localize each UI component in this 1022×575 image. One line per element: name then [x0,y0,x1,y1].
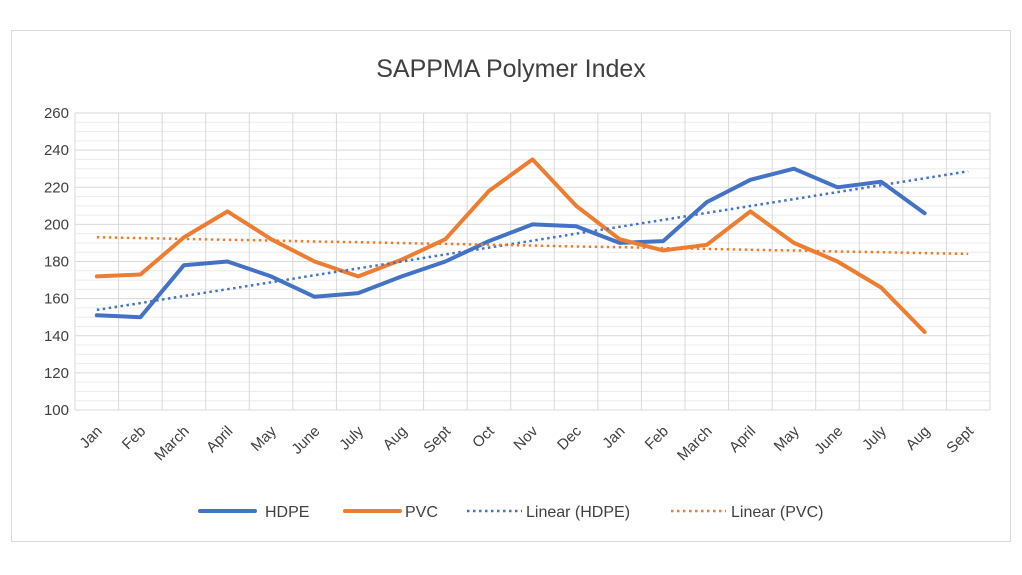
x-tick-label: Jan [599,423,628,452]
y-tick-label: 160 [44,291,69,308]
x-tick-label: Aug [903,423,934,454]
x-tick-label: March [151,423,192,464]
legend-label-hdpe: HDPE [265,504,309,521]
y-tick-label: 220 [44,179,69,196]
series-line-pvc [94,157,927,334]
x-tick-label: Jan [76,423,105,452]
x-tick-label: July [859,422,890,453]
x-tick-label: Aug [380,423,411,454]
x-tick-label: Feb [642,423,672,453]
x-tick-label: Dec [554,422,585,453]
y-tick-label: 180 [44,254,69,271]
y-tick-label: 200 [44,216,69,233]
x-tick-label: April [726,423,759,456]
x-tick-label: April [203,423,236,456]
x-tick-label: Nov [510,422,541,453]
x-tick-label: June [811,423,846,458]
chart-title: SAPPMA Polymer Index [376,55,646,83]
x-tick-label: Sept [943,422,977,456]
x-tick-label: May [771,422,803,454]
legend-label-pvc: PVC [405,504,438,521]
x-tick-label: July [336,422,367,453]
x-tick-label: Sept [420,422,454,456]
x-tick-label: March [674,423,715,464]
series-layer [94,157,969,334]
y-tick-label: 140 [44,328,69,345]
legend-label-linear-hdpe: Linear (HDPE) [526,504,630,521]
legend-label-linear-pvc: Linear (PVC) [731,504,823,521]
y-tick-label: 240 [44,142,69,159]
legend: HDPE PVC Linear (HDPE) Linear (PVC) [198,504,823,521]
y-tick-label: 100 [44,402,69,419]
y-tick-label: 120 [44,365,69,382]
series-line-hdpe [94,166,927,320]
x-tick-label: Feb [119,423,149,453]
x-tick-label: May [248,422,280,454]
x-tick-label: June [288,423,323,458]
y-tick-label: 260 [44,105,69,122]
series-line-linear-pvc [96,235,969,256]
x-tick-label: Oct [469,422,498,451]
